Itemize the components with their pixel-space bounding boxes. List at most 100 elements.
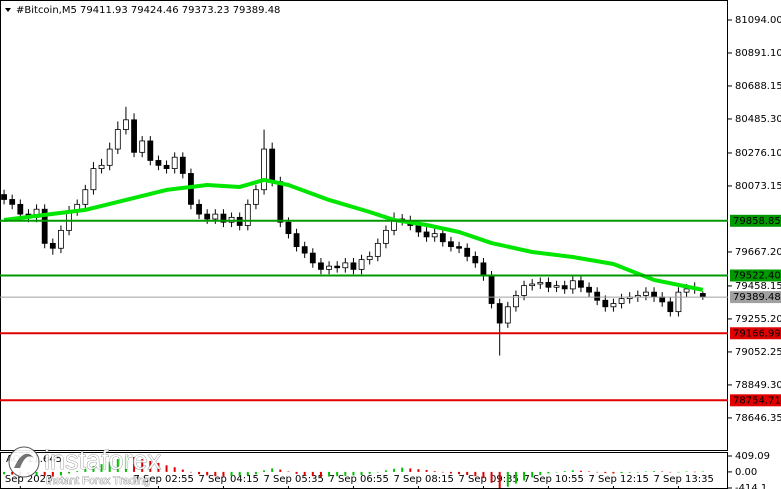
- candle-body: [106, 148, 113, 166]
- candle-body: [667, 301, 674, 313]
- candle-body: [578, 280, 584, 288]
- ao-bar: [531, 471, 534, 478]
- ao-bar: [11, 471, 14, 475]
- candle-body: [1, 194, 7, 200]
- ao-bar: [579, 470, 582, 472]
- candle-body: [350, 262, 357, 270]
- candle-body: [594, 291, 601, 301]
- candle-body: [439, 233, 446, 243]
- ao-bar: [303, 471, 306, 476]
- candle-body: [155, 160, 162, 166]
- ao-bar: [636, 471, 639, 473]
- ao-bar: [319, 471, 322, 477]
- ao-bar: [653, 471, 656, 472]
- ao-bar: [173, 467, 176, 472]
- candle-body: [618, 298, 625, 304]
- ao-bar: [108, 461, 111, 472]
- ao-bar: [100, 464, 103, 472]
- ao-bar: [588, 471, 591, 473]
- ao-bar: [271, 468, 274, 472]
- ao-bar: [230, 471, 233, 477]
- candle-body: [334, 265, 341, 269]
- candle-body: [553, 285, 560, 288]
- level-box: [730, 269, 781, 282]
- level-label: 79389.48: [733, 292, 781, 303]
- candle-body: [147, 140, 154, 161]
- logo-swoosh: [14, 453, 34, 468]
- y-tick-label: 78849.30: [735, 380, 781, 391]
- ao-bar: [571, 470, 574, 472]
- ao-bar: [523, 471, 526, 481]
- menu-arrow: [5, 8, 11, 12]
- ao-bar: [628, 471, 631, 473]
- ao-bar: [263, 470, 266, 472]
- candle-body: [318, 262, 324, 270]
- candle-body: [602, 299, 609, 308]
- x-tick-label: 7 Sep 2023: [0, 474, 52, 485]
- ao-bar: [547, 471, 550, 474]
- candle-body: [561, 285, 568, 290]
- y-tick-label: 79667.20: [735, 247, 781, 258]
- ao-bar: [206, 471, 209, 476]
- moving-average: [3, 177, 704, 292]
- x-tick-label: 7 Sep 13:35: [653, 474, 713, 485]
- candle-body: [196, 203, 202, 215]
- ao-bar: [336, 471, 339, 477]
- watermark-tagline: Instant Forex Trading: [46, 475, 150, 487]
- candle-body: [472, 255, 479, 264]
- candle-body: [448, 241, 454, 248]
- candle-body: [423, 231, 430, 238]
- x-tick-label: 7 Sep 10:55: [523, 474, 583, 485]
- ao-bar: [214, 471, 217, 477]
- candle-body: [123, 119, 129, 130]
- ao-bar: [116, 459, 119, 472]
- candle-body: [163, 164, 170, 169]
- chart-title: #Bitcoin,M5 79411.93 79424.46 79373.23 7…: [16, 5, 280, 16]
- candle-body: [9, 199, 16, 205]
- ao-bar: [51, 471, 54, 477]
- candle-body: [586, 286, 592, 293]
- ao-bar: [474, 471, 477, 477]
- ao-bar: [612, 471, 615, 474]
- ao-panel: [0, 452, 728, 489]
- x-tick-label: 7 Sep 05:35: [263, 474, 323, 485]
- y-tick-label: 79052.25: [735, 347, 781, 358]
- candle-body: [569, 280, 576, 290]
- ao-bar: [466, 471, 469, 476]
- ao-bar: [149, 461, 152, 472]
- ao-bar: [368, 471, 371, 474]
- candle-body: [82, 189, 89, 205]
- y-tick-label: 80485.30: [735, 114, 781, 125]
- y-tick-label: 80276.10: [735, 148, 781, 159]
- ao-bar: [328, 471, 331, 477]
- ao-bar: [701, 471, 704, 472]
- ao-bar: [238, 471, 241, 476]
- candle-body: [204, 213, 211, 220]
- ao-bar: [133, 457, 136, 472]
- ao-bar: [449, 471, 452, 474]
- candle-body: [171, 156, 178, 169]
- ao-bar: [514, 471, 517, 484]
- candle-body: [383, 229, 389, 244]
- candle-body: [41, 208, 48, 244]
- ao-bar: [360, 471, 363, 476]
- ao-bar: [498, 471, 501, 488]
- ao-bar: [393, 468, 396, 472]
- level-label: 79858.85: [733, 216, 781, 227]
- y-tick-label: 78646.35: [735, 413, 781, 424]
- candle-body: [683, 288, 690, 293]
- candle-body: [309, 252, 316, 264]
- level-box: [730, 291, 781, 304]
- ao-bar: [409, 468, 412, 472]
- candle-body: [277, 181, 284, 223]
- candle-body: [659, 296, 666, 303]
- ao-bar: [181, 469, 184, 472]
- ao-bar: [311, 471, 314, 477]
- ao-bar: [620, 471, 623, 474]
- level-box: [730, 327, 781, 340]
- candle-body: [456, 246, 462, 249]
- ao-bar: [352, 471, 355, 476]
- candle-body: [58, 229, 64, 249]
- ao-bar: [458, 471, 461, 475]
- candle-body: [610, 303, 617, 308]
